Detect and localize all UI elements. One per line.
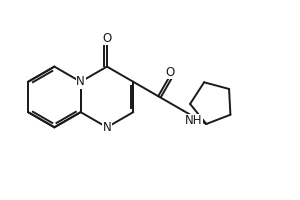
- Text: O: O: [165, 66, 174, 79]
- Text: N: N: [103, 121, 111, 134]
- Text: N: N: [76, 75, 85, 88]
- Text: O: O: [102, 32, 112, 45]
- Text: NH: NH: [185, 114, 202, 127]
